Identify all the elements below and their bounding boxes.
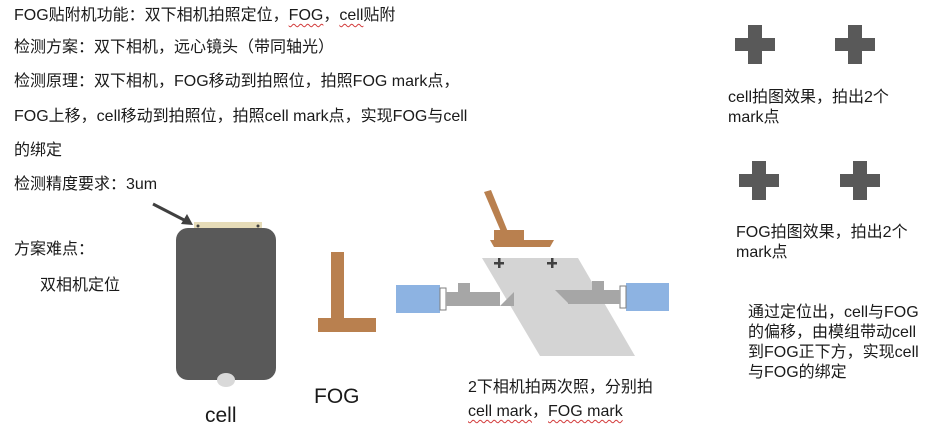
difficulty-title: 方案难点： xyxy=(14,241,95,258)
text-segment: cell mark xyxy=(468,403,533,420)
text-segment: FOG mark xyxy=(548,403,623,420)
right-camera-body xyxy=(626,283,669,311)
right-camera-lens xyxy=(568,290,620,304)
left-camera-body xyxy=(396,285,440,313)
left-camera-lens xyxy=(446,292,500,306)
glass-marks xyxy=(494,258,557,268)
text-segment: 的绑定 xyxy=(14,142,63,159)
camera-station xyxy=(396,190,669,356)
fog-capture-caption: FOG拍图效果，拍出2个mark点 xyxy=(736,224,908,261)
description-line-3: 检测原理：双下相机，FOG移动到拍照位，拍照FOG mark点， xyxy=(14,72,459,92)
alignment-summary: 通过定位出，cell与FOG的偏移，由模组带动cell到FOG正下方，实现cel… xyxy=(748,304,919,381)
glass-plate xyxy=(482,258,635,356)
cell-capture-caption: cell拍图效果，拍出2个mark点 xyxy=(728,89,889,126)
cell-mark-crosses xyxy=(735,25,875,64)
fog-part xyxy=(318,252,376,332)
cell-fog-strip xyxy=(194,222,262,230)
description-line-5: 的绑定 xyxy=(14,141,62,161)
text-segment: 检测方案：双下相机，远心镜头（带同轴光） xyxy=(14,39,335,56)
cell-body xyxy=(176,228,276,380)
text-segment: FOG贴附机功能：双下相机拍照定位， xyxy=(14,7,289,24)
camera-caption-line-1: 2下相机拍两次照，分别拍 xyxy=(468,379,653,396)
text-segment: 检测精度要求：3um xyxy=(14,176,158,193)
pointer-arrow xyxy=(152,202,193,225)
fog-label: FOG xyxy=(314,385,360,408)
cell-label: cell xyxy=(205,404,237,427)
fog-mark-crosses xyxy=(739,161,880,200)
difficulty-item: 双相机定位 xyxy=(40,277,121,294)
description-line-4: FOG上移，cell移动到拍照位，拍照cell mark点，实现FOG与cell xyxy=(14,107,467,127)
text-segment: 贴附 xyxy=(363,7,396,24)
camera-caption-line-2: cell mark，FOG mark xyxy=(468,402,623,422)
text-segment: FOG xyxy=(288,7,324,24)
text-segment: ， xyxy=(532,403,549,420)
description-line-1: FOG贴附机功能：双下相机拍照定位，FOG，cell贴附 xyxy=(14,6,395,26)
cell-panel xyxy=(176,222,276,387)
fog-arm xyxy=(484,190,508,234)
description-line-2: 检测方案：双下相机，远心镜头（带同轴光） xyxy=(14,38,334,58)
text-segment: ， xyxy=(323,7,340,24)
cell-home-button xyxy=(217,373,235,387)
description-line-6: 检测精度要求：3um xyxy=(14,175,157,195)
text-segment: cell xyxy=(339,7,364,24)
text-segment: FOG上移，cell移动到拍照位，拍照cell mark点，实现FOG与cell xyxy=(14,108,468,125)
fog-foot xyxy=(490,240,554,247)
text-segment: 检测原理：双下相机，FOG移动到拍照位，拍照FOG mark点， xyxy=(14,73,460,90)
